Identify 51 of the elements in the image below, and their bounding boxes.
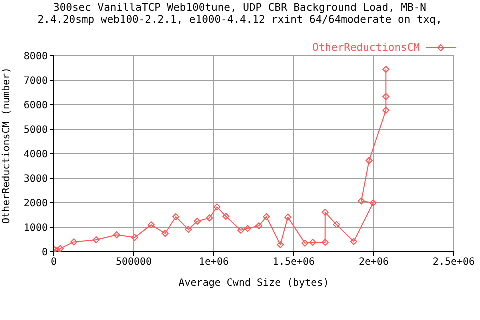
y-tick-label: 4000 bbox=[24, 150, 48, 161]
point bbox=[358, 198, 366, 205]
point bbox=[322, 239, 329, 246]
y-tick-label: 5000 bbox=[24, 125, 48, 136]
point bbox=[350, 238, 358, 246]
y-tick-label: 2000 bbox=[24, 198, 48, 210]
point bbox=[310, 239, 317, 246]
point bbox=[194, 218, 202, 225]
x-tick-label: 1e+06 bbox=[198, 257, 230, 268]
point bbox=[370, 200, 377, 207]
point bbox=[185, 226, 192, 234]
y-axis-title: OtherReductionsCM (number) bbox=[2, 67, 13, 224]
legend-label: OtherReductionsCM bbox=[312, 42, 420, 54]
point bbox=[263, 213, 270, 220]
point bbox=[277, 241, 284, 248]
point bbox=[322, 209, 329, 216]
point bbox=[238, 226, 245, 234]
y-tick-label: 3000 bbox=[24, 174, 48, 186]
y-tick-label: 0 bbox=[42, 248, 48, 259]
x-tick-label: 0 bbox=[50, 257, 58, 268]
x-axis-title: Average Cwnd Size (bytes) bbox=[178, 278, 330, 289]
point bbox=[284, 214, 292, 221]
point bbox=[256, 222, 263, 230]
point bbox=[172, 213, 180, 220]
point bbox=[214, 204, 221, 211]
x-tick-label: 2.5e+06 bbox=[432, 257, 476, 268]
point bbox=[382, 93, 390, 100]
point bbox=[113, 232, 120, 239]
point bbox=[206, 214, 214, 222]
point bbox=[131, 234, 138, 242]
point bbox=[302, 240, 309, 247]
point bbox=[244, 225, 252, 232]
point bbox=[366, 157, 373, 164]
point bbox=[333, 221, 340, 228]
point bbox=[382, 66, 390, 74]
point bbox=[382, 107, 390, 114]
point bbox=[222, 213, 230, 220]
chart-title: 300sec VanillaTCP Web100tune, UDP CBR Background Load, MB-N bbox=[52, 2, 428, 14]
y-tick-label: 8000 bbox=[24, 52, 48, 63]
x-tick-label: 1.5e+06 bbox=[272, 257, 316, 268]
x-tick-label: 2e+06 bbox=[358, 257, 390, 268]
chart-subtitle: 2.4.20smp web100-2.2.1, e1000-4.4.12 rxint 64/64moderate on txq, bbox=[36, 14, 444, 26]
point bbox=[148, 222, 155, 229]
x-tick-label: 500000 bbox=[116, 257, 152, 268]
y-tick-label: 7000 bbox=[24, 76, 48, 88]
point bbox=[92, 236, 100, 244]
point bbox=[56, 245, 64, 252]
point bbox=[162, 230, 169, 238]
y-tick-label: 1000 bbox=[24, 223, 48, 234]
y-tick-label: 6000 bbox=[24, 100, 48, 112]
point bbox=[70, 238, 78, 246]
